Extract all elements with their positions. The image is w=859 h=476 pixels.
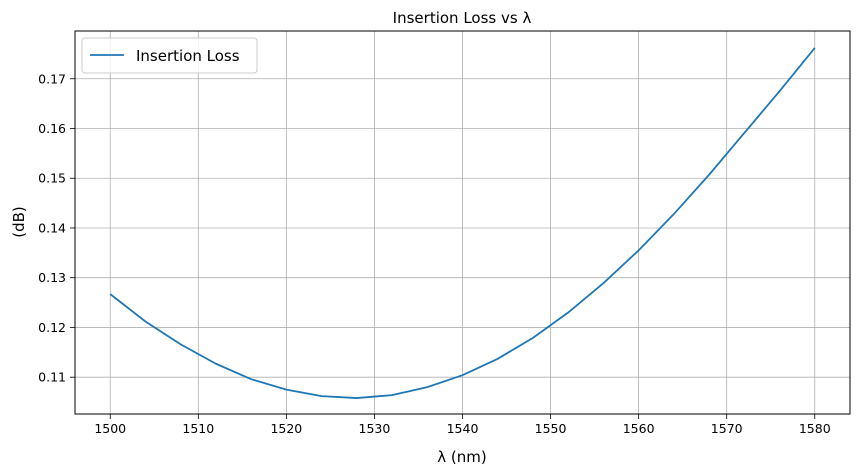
y-tick-label: 0.16	[38, 121, 66, 136]
y-axis-label: (dB)	[10, 206, 28, 238]
y-tick-label: 0.13	[38, 270, 66, 285]
legend-label-insertion-loss: Insertion Loss	[136, 47, 240, 65]
legend-box	[81, 37, 258, 74]
y-tick-label: 0.15	[38, 171, 66, 186]
x-tick-label: 1530	[359, 421, 391, 436]
x-axis-label: λ (nm)	[437, 448, 486, 466]
y-tick-label: 0.14	[38, 220, 66, 235]
y-axis-ticks: 0.11 0.12 0.13 0.14 0.15 0.16 0.17	[38, 71, 75, 385]
x-tick-label: 1500	[94, 421, 126, 436]
x-axis-ticks: 1500 1510 1520 1530 1540 1550 1560 1570 1580	[94, 414, 831, 436]
x-tick-label: 1540	[447, 421, 479, 436]
series-layer	[109, 47, 816, 399]
x-tick-label: 1510	[182, 421, 214, 436]
x-tick-label: 1550	[535, 421, 567, 436]
x-tick-label: 1580	[799, 421, 831, 436]
chart-title: Insertion Loss vs λ	[393, 9, 532, 27]
series-line-insertion-loss	[109, 47, 816, 399]
x-tick-label: 1570	[711, 421, 743, 436]
x-tick-label: 1560	[623, 421, 655, 436]
y-tick-label: 0.11	[38, 370, 66, 385]
grid	[75, 31, 850, 414]
y-tick-label: 0.17	[38, 71, 66, 86]
y-tick-label: 0.12	[38, 320, 66, 335]
x-tick-label: 1520	[270, 421, 302, 436]
legend: Insertion Loss	[81, 37, 258, 74]
